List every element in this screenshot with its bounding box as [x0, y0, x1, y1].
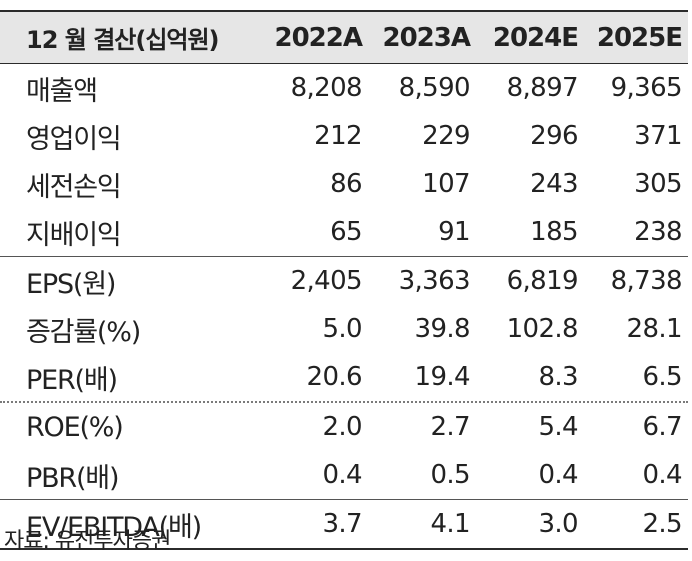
row-label: EPS(원) — [26, 268, 116, 300]
row-label: 세전손익 — [26, 171, 122, 203]
cell-value: 9,365 — [610, 73, 683, 103]
cell-value: 65 — [330, 217, 362, 247]
cell-value: 0.4 — [538, 460, 578, 490]
header-year-2024: 2024E — [492, 22, 579, 53]
table-row: EV/EBITDA(배) 3.7 4.1 3.0 2.5 — [0, 500, 688, 548]
table-row: PBR(배) 0.4 0.5 0.4 0.4 — [0, 451, 688, 499]
cell-value: 212 — [314, 121, 362, 151]
cell-value: 5.0 — [322, 314, 362, 344]
cell-value: 296 — [530, 121, 578, 151]
header-year-2025: 2025E — [596, 22, 683, 53]
cell-value: 19.4 — [414, 362, 471, 392]
cell-value: 5.4 — [538, 412, 578, 442]
cell-value: 6.5 — [642, 362, 682, 392]
cell-value: 229 — [422, 121, 470, 151]
cell-value: 28.1 — [626, 314, 683, 344]
row-label: PBR(배) — [26, 462, 119, 494]
cell-value: 6,819 — [506, 266, 579, 296]
group-separator — [0, 499, 688, 500]
cell-value: 8.3 — [538, 362, 578, 392]
cell-value: 4.1 — [430, 509, 470, 539]
cell-value: 8,590 — [398, 73, 471, 103]
cell-value: 0.5 — [430, 460, 470, 490]
cell-value: 2.7 — [430, 412, 470, 442]
row-label: ROE(%) — [26, 411, 124, 443]
bottom-rule — [0, 548, 688, 550]
row-label: 증감률(%) — [26, 316, 141, 348]
row-label: 지배이익 — [26, 219, 122, 251]
table-row: 매출액 8,208 8,590 8,897 9,365 — [0, 64, 688, 112]
cell-value: 39.8 — [414, 314, 471, 344]
cell-value: 305 — [634, 169, 682, 199]
table-row: EPS(원) 2,405 3,363 6,819 8,738 — [0, 257, 688, 305]
cell-value: 8,738 — [610, 266, 683, 296]
table-row: PER(배) 20.6 19.4 8.3 6.5 — [0, 353, 688, 401]
table-row: 지배이익 65 91 185 238 — [0, 208, 688, 256]
cell-value: 86 — [330, 169, 362, 199]
cell-value: 238 — [634, 217, 682, 247]
group-separator — [0, 401, 688, 403]
header-year-2022: 2022A — [274, 22, 364, 53]
header-year-2023: 2023A — [382, 22, 472, 53]
cell-value: 0.4 — [642, 460, 682, 490]
cell-value: 3.0 — [538, 509, 578, 539]
cell-value: 3,363 — [398, 266, 471, 296]
cell-value: 3.7 — [322, 509, 362, 539]
table-row: 세전손익 86 107 243 305 — [0, 160, 688, 208]
row-label: 매출액 — [26, 75, 98, 107]
cell-value: 2.5 — [642, 509, 682, 539]
cell-value: 243 — [530, 169, 578, 199]
cell-value: 91 — [438, 217, 470, 247]
header-label: 12 월 결산(십억원) — [26, 26, 220, 54]
cell-value: 2,405 — [290, 266, 363, 296]
cell-value: 371 — [634, 121, 682, 151]
table-row: 증감률(%) 5.0 39.8 102.8 28.1 — [0, 305, 688, 353]
row-label: PER(배) — [26, 364, 118, 396]
cell-value: 2.0 — [322, 412, 362, 442]
cell-value: 8,897 — [506, 73, 579, 103]
source-note: 자료: 유진투자증권 — [4, 529, 171, 554]
cell-value: 6.7 — [642, 412, 682, 442]
cell-value: 0.4 — [322, 460, 362, 490]
cell-value: 185 — [530, 217, 578, 247]
table-row: 영업이익 212 229 296 371 — [0, 112, 688, 160]
top-rule — [0, 10, 688, 12]
cell-value: 20.6 — [306, 362, 363, 392]
row-label: 영업이익 — [26, 123, 122, 155]
group-separator — [0, 256, 688, 257]
cell-value: 107 — [422, 169, 470, 199]
cell-value: 8,208 — [290, 73, 363, 103]
table-header-row: 12 월 결산(십억원) 2022A 2023A 2024E 2025E — [0, 12, 688, 64]
row-label: EV/EBITDA(배) — [26, 511, 202, 543]
table-row: ROE(%) 2.0 2.7 5.4 6.7 — [0, 403, 688, 451]
financial-summary-table: 12 월 결산(십억원) 2022A 2023A 2024E 2025E 매출액… — [0, 10, 692, 550]
cell-value: 102.8 — [506, 314, 579, 344]
